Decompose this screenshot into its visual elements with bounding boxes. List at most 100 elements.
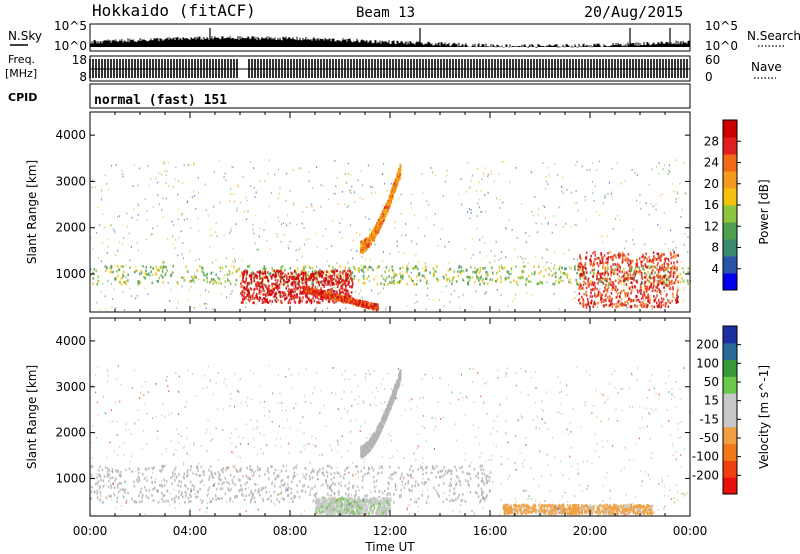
heatmap-cell [606, 277, 609, 281]
heatmap-cell [609, 283, 611, 286]
heatmap-cell [194, 276, 196, 279]
heatmap-cell [611, 268, 613, 272]
heatmap-cell [289, 267, 291, 270]
heatmap-cell [328, 271, 331, 274]
heatmap-cell [424, 276, 426, 280]
heatmap-cell [670, 256, 673, 260]
heatmap-cell [271, 300, 274, 303]
heatmap-cell [668, 266, 670, 269]
heatmap-cell [337, 203, 339, 205]
heatmap-cell [507, 276, 510, 280]
heatmap-cell [322, 279, 325, 283]
heatmap-cell [306, 284, 308, 287]
heatmap-cell [516, 283, 519, 286]
heatmap-cell [306, 274, 308, 277]
heatmap-cell [135, 269, 138, 272]
heatmap-cell [263, 289, 265, 293]
heatmap-cell [218, 159, 220, 162]
heatmap-cell [389, 281, 391, 284]
heatmap-cell [588, 281, 591, 285]
heatmap-cell [366, 245, 368, 248]
heatmap-cell [260, 290, 263, 293]
heatmap-cell [373, 235, 375, 239]
heatmap-cell [312, 289, 315, 293]
heatmap-cell [657, 252, 660, 256]
heatmap-cell [579, 301, 581, 305]
heatmap-cell [592, 192, 594, 195]
heatmap-cell [608, 295, 611, 298]
heatmap-cell [397, 280, 399, 284]
heatmap-cell [275, 283, 278, 286]
heatmap-cell [198, 230, 200, 233]
heatmap-cell [428, 282, 430, 285]
heatmap-cell [235, 269, 238, 272]
heatmap-cell [397, 177, 400, 181]
heatmap-cell [318, 292, 321, 296]
heatmap-cell [297, 278, 300, 281]
heatmap-cell [369, 185, 371, 188]
heatmap-cell [308, 285, 311, 288]
heatmap-cell [398, 170, 400, 174]
heatmap-cell [682, 271, 685, 274]
heatmap-cell [555, 271, 557, 275]
heatmap-cell [592, 274, 594, 278]
heatmap-cell [263, 265, 266, 268]
heatmap-cell [162, 281, 164, 284]
heatmap-cell [485, 291, 488, 293]
heatmap-cell [599, 298, 602, 301]
heatmap-cell [104, 308, 107, 310]
heatmap-cell [321, 299, 324, 303]
heatmap-cell [350, 248, 352, 251]
heatmap-cell [283, 275, 286, 278]
heatmap-cell [220, 282, 222, 285]
heatmap-cell [158, 203, 160, 206]
heatmap-cell [491, 266, 493, 270]
heatmap-cell [122, 265, 124, 268]
heatmap-cell [182, 212, 184, 215]
heatmap-cell [408, 262, 410, 265]
heatmap-cell [387, 282, 389, 286]
heatmap-cell [277, 168, 279, 171]
heatmap-cell [521, 271, 524, 274]
heatmap-cell [401, 266, 404, 269]
heatmap-cell [640, 262, 642, 265]
heatmap-cell [615, 305, 617, 309]
heatmap-cell [588, 285, 590, 288]
heatmap-cell [644, 263, 647, 266]
heatmap-cell [156, 279, 159, 283]
heatmap-cell [312, 186, 314, 189]
heatmap-cell [668, 287, 671, 291]
heatmap-cell [296, 267, 299, 270]
heatmap-cell [287, 272, 290, 276]
heatmap-cell [311, 286, 314, 289]
heatmap-cell [601, 266, 604, 269]
heatmap-cell [317, 285, 319, 288]
heatmap-cell [111, 224, 113, 226]
heatmap-cell [122, 173, 124, 175]
heatmap-cell [366, 277, 368, 280]
heatmap-cell [336, 176, 338, 179]
heatmap-cell [327, 296, 330, 300]
heatmap-cell [590, 262, 592, 266]
heatmap-cell [279, 295, 282, 299]
heatmap-cell [478, 206, 480, 209]
heatmap-cell [530, 281, 532, 283]
heatmap-cell [674, 281, 676, 284]
heatmap-cell [615, 285, 617, 289]
heatmap-cell [388, 202, 390, 205]
heatmap-cell [350, 286, 353, 289]
heatmap-cell [481, 236, 483, 239]
heatmap-cell [378, 221, 380, 224]
heatmap-cell [376, 223, 379, 227]
heatmap-cell [181, 213, 183, 216]
heatmap-cell [676, 290, 679, 294]
heatmap-cell [382, 209, 385, 212]
heatmap-cell [293, 203, 295, 206]
heatmap-cell [341, 290, 344, 294]
heatmap-cell [479, 283, 481, 286]
heatmap-cell [664, 273, 667, 277]
heatmap-cell [675, 298, 677, 302]
heatmap-cell [653, 275, 656, 279]
heatmap-cell [563, 252, 565, 255]
heatmap-cell [443, 276, 445, 279]
